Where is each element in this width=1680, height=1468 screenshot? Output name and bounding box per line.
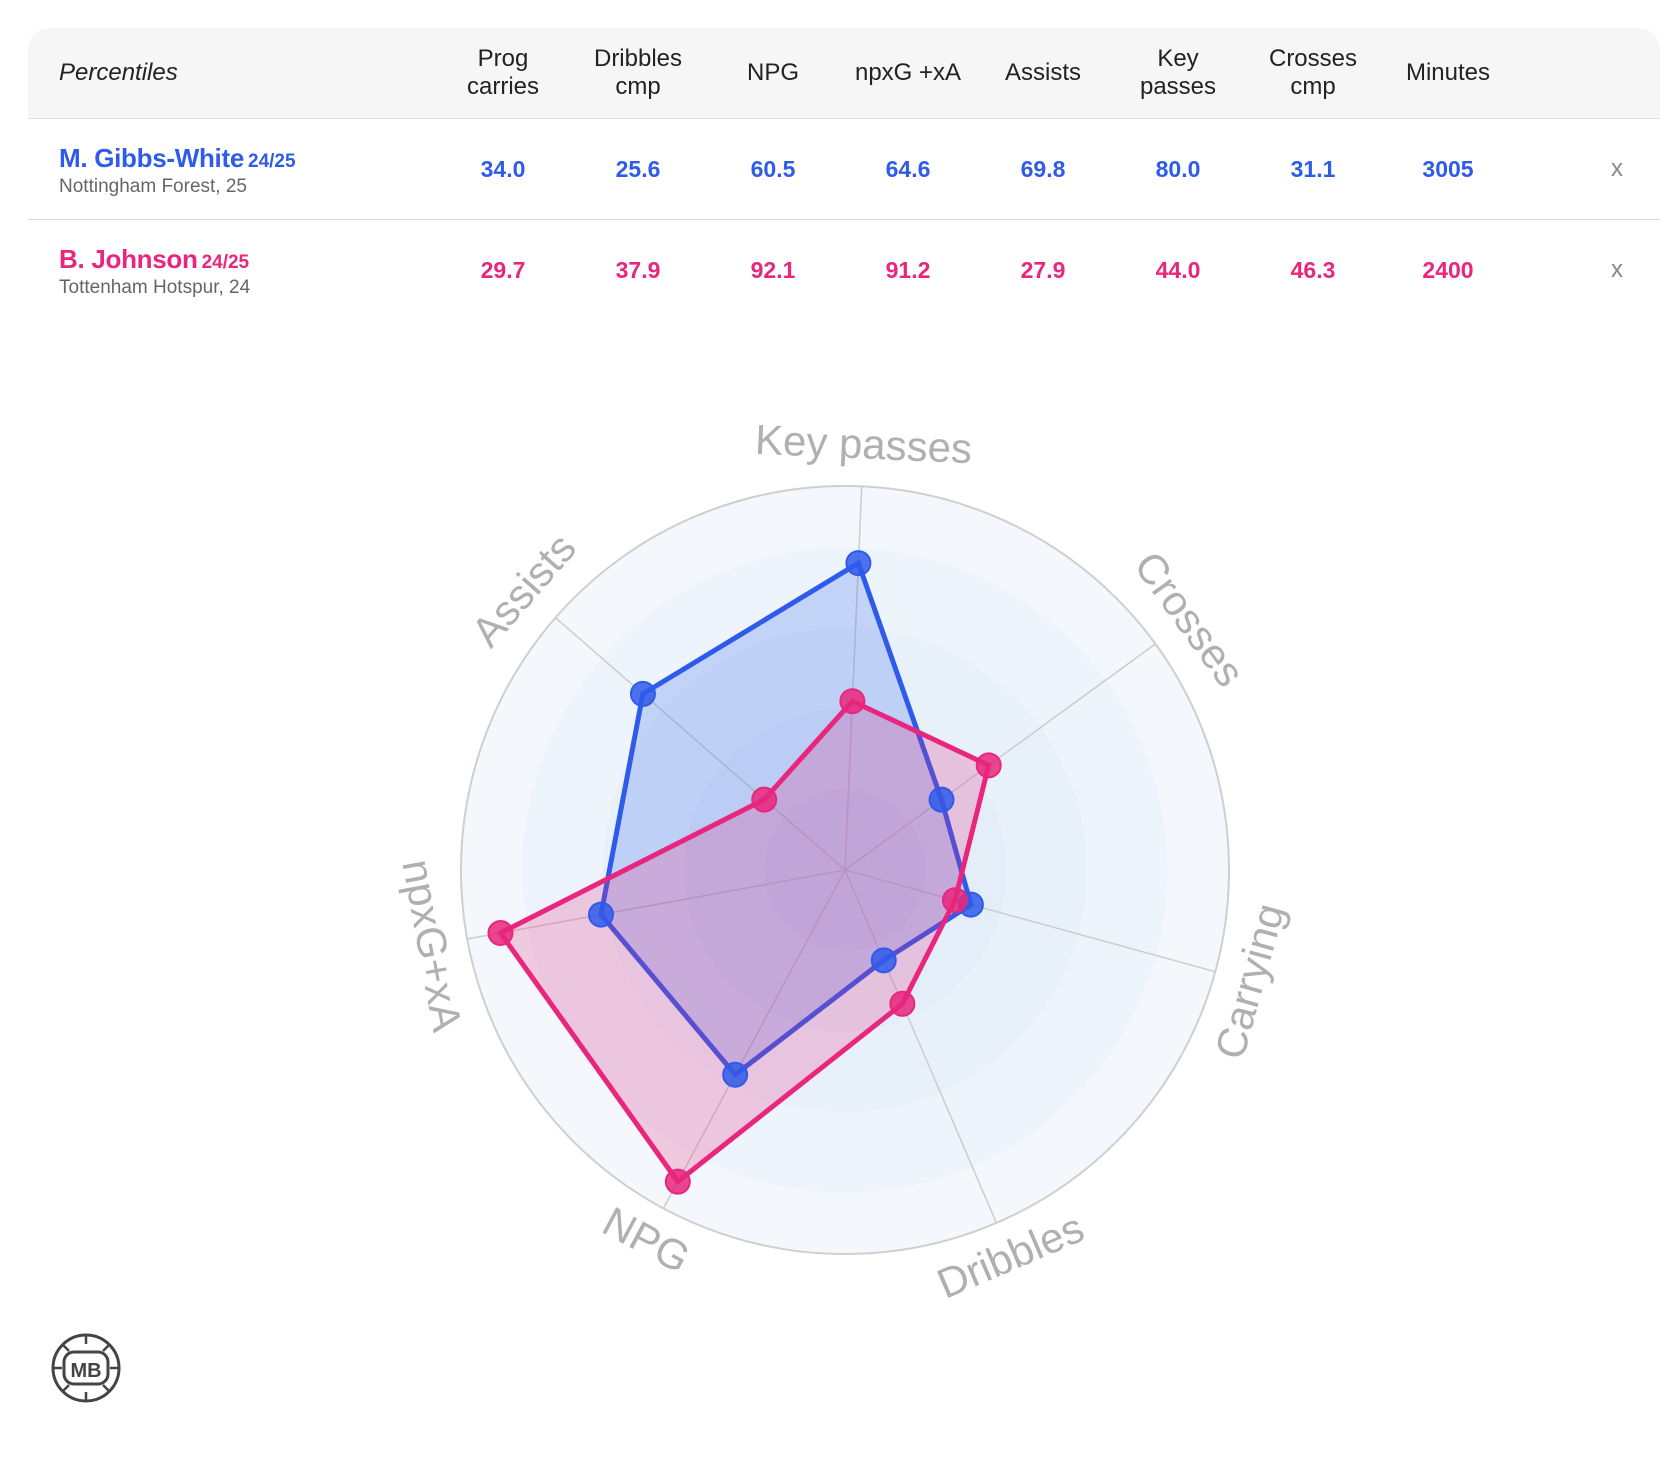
- player-name[interactable]: B. Johnson: [59, 244, 198, 274]
- remove-player-button[interactable]: x: [1611, 155, 1623, 182]
- remove-player-button[interactable]: x: [1611, 256, 1623, 283]
- stat-cell: 3005: [1422, 155, 1474, 182]
- data-point: [889, 990, 916, 1017]
- radar-spoke: [844, 869, 1216, 973]
- column-header: Prog carries: [466, 45, 539, 100]
- radar-spoke: [844, 643, 1156, 871]
- radar-spoke: [555, 617, 846, 871]
- data-point: [751, 786, 778, 813]
- data-point: [928, 786, 955, 813]
- data-point: [722, 1061, 749, 1088]
- column-header: Minutes: [1405, 59, 1491, 86]
- stat-cell: 64.6: [885, 155, 931, 182]
- stat-cell: 91.2: [885, 256, 931, 283]
- stat-cell: 37.9: [615, 256, 661, 283]
- percentiles-table: Percentiles Prog carries Dribbles cmp NP…: [28, 28, 1660, 320]
- stat-cell: 29.7: [480, 256, 526, 283]
- stat-cell: 92.1: [750, 256, 796, 283]
- stat-cell: 80.0: [1155, 155, 1201, 182]
- column-header: Crosses cmp: [1268, 45, 1358, 100]
- series-area-m-gibbs-white: [598, 559, 974, 1079]
- player-team: Nottingham Forest, 25: [59, 176, 247, 197]
- percentiles-heading: Percentiles: [59, 59, 178, 86]
- player-name[interactable]: M. Gibbs-White: [59, 143, 244, 173]
- player-row-gibbs-white: M. Gibbs-White 24/25 Nottingham Forest, 2…: [28, 119, 1660, 220]
- player-season: 24/25: [248, 151, 296, 172]
- player-team: Tottenham Hotspur, 24: [59, 277, 251, 298]
- axis-label: Key passes: [754, 416, 973, 472]
- data-point: [839, 688, 866, 715]
- stat-cell: 46.3: [1290, 256, 1336, 283]
- stat-cell: 27.9: [1020, 256, 1066, 283]
- mb-logo: MB: [51, 1333, 121, 1403]
- radar-spoke: [844, 869, 998, 1224]
- player-info: B. Johnson 24/25 Tottenham Hotspur, 24: [59, 244, 250, 299]
- stat-cell: 2400: [1422, 256, 1474, 283]
- series-area-b-johnson: [496, 698, 992, 1186]
- table-header: Percentiles Prog carries Dribbles cmp NP…: [28, 28, 1660, 119]
- column-header: npxG +xA: [854, 59, 962, 86]
- data-point: [845, 550, 872, 577]
- player-info: M. Gibbs-White 24/25 Nottingham Forest, 2…: [59, 143, 296, 198]
- stat-cell: 44.0: [1155, 256, 1201, 283]
- stat-cell: 34.0: [480, 155, 526, 182]
- column-header: Assists: [1004, 59, 1081, 86]
- column-header: Key passes: [1139, 45, 1217, 100]
- data-point: [975, 752, 1002, 779]
- radar-spoke: [467, 869, 846, 940]
- stat-cell: 69.8: [1020, 155, 1066, 182]
- data-point: [664, 1168, 691, 1195]
- radar-outer-ring: [460, 485, 1230, 1255]
- data-point: [487, 919, 514, 946]
- data-point: [870, 947, 897, 974]
- axis-label: npxG+xA: [393, 856, 471, 1036]
- data-point: [587, 901, 614, 928]
- data-point: [629, 680, 656, 707]
- stat-cell: 25.6: [615, 155, 661, 182]
- column-header: Dribbles cmp: [593, 45, 683, 100]
- logo-text: MB: [70, 1360, 101, 1382]
- column-header: NPG: [746, 59, 799, 86]
- stat-cell: 60.5: [750, 155, 796, 182]
- radar-spoke: [662, 869, 846, 1209]
- stat-cell: 31.1: [1290, 155, 1336, 182]
- player-season: 24/25: [201, 252, 250, 273]
- player-row-johnson: B. Johnson 24/25 Tottenham Hotspur, 24 29…: [28, 220, 1660, 320]
- data-point: [941, 887, 968, 914]
